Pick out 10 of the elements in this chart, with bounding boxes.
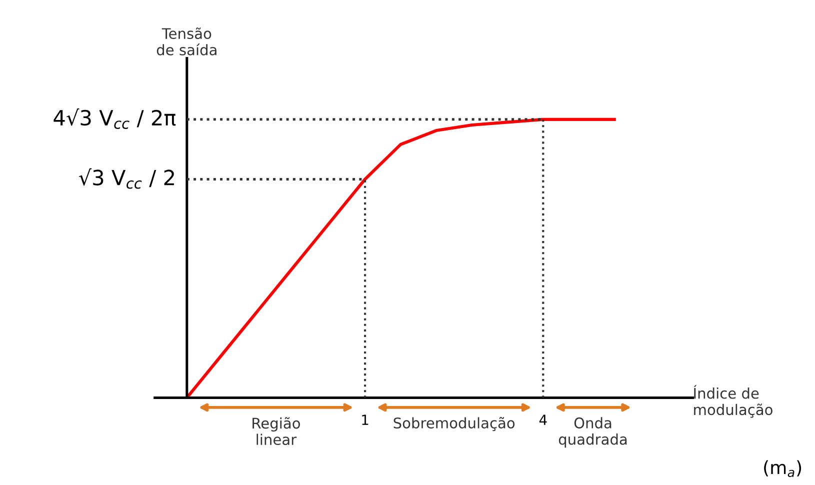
ref-line-label: 4√3 V$_{cc}$ / 2π <box>54 108 176 129</box>
y-axis-title: Tensão de saída <box>156 28 216 56</box>
x-tick-label: 1 <box>362 414 368 425</box>
text: Onda quadrada <box>558 417 627 448</box>
text: Sobremodulação <box>394 416 515 432</box>
ref-line-label: √3 V$_{cc}$ / 2 <box>78 168 174 189</box>
x-tick-label: 4 <box>539 414 547 425</box>
text: (m$_{a}$) <box>764 460 802 478</box>
x-axis-title: Índice de modulação <box>694 385 772 418</box>
text: Região linear <box>252 417 300 446</box>
